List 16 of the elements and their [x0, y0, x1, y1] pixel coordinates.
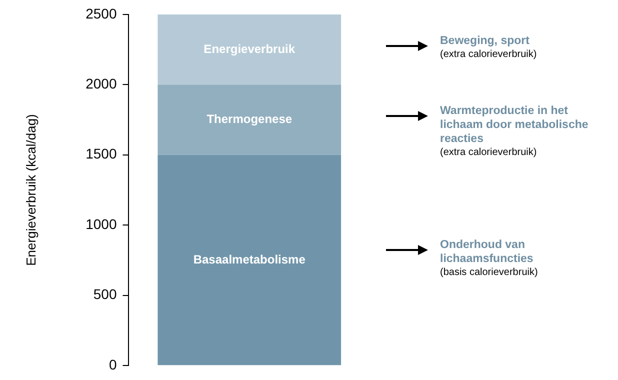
series-label: Thermogenese	[206, 112, 292, 126]
series-label: Energieverbruik	[204, 42, 296, 56]
bar	[158, 84, 342, 155]
y-tick-label: 1500	[86, 146, 117, 162]
y-tick-label: 1000	[86, 216, 117, 232]
y-tick-label: 2000	[86, 76, 117, 92]
bar	[158, 14, 342, 85]
text: Onderhoud van lichaamsfuncties (basis calorieverbruik)	[440, 238, 538, 279]
y-tick-label: 2500	[86, 5, 117, 22]
series-label: Basaalmetabolisme	[193, 252, 306, 266]
text: Warmteproductie in het lichaam door metabolische reacties (extra calorieverbruik)	[440, 104, 588, 160]
text: Beweging, sport (extra calorieverbruik)	[440, 34, 537, 61]
y-tick-label: 0	[108, 356, 117, 372]
y-tick-label: 500	[93, 286, 117, 302]
y-axis-title: Energieverbruik (kcal/dag)	[23, 114, 38, 266]
bar	[158, 154, 342, 366]
